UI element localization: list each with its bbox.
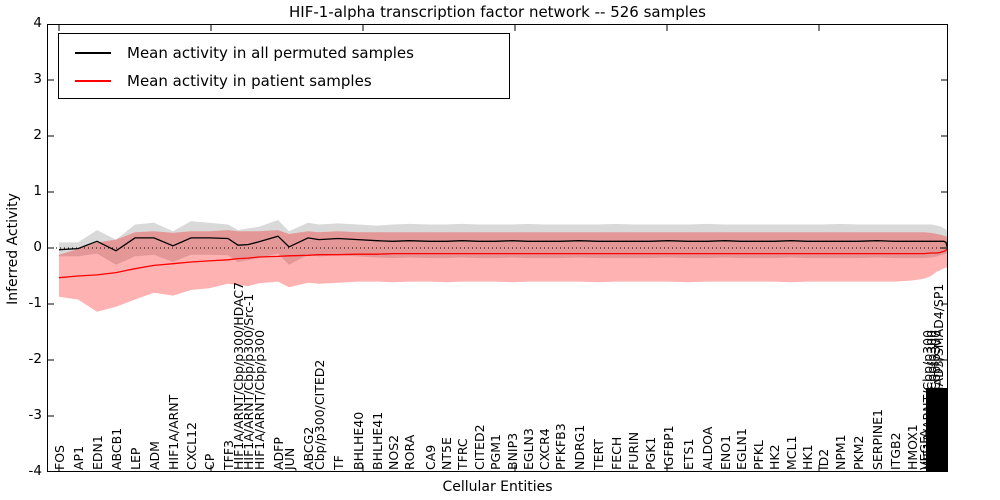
- x-category-label: FOS: [52, 445, 67, 470]
- mean-line: [58, 248, 947, 279]
- x-category-label: Cbp/p300/CITED2: [312, 359, 327, 470]
- x-category-label: TFRC: [455, 438, 470, 470]
- y-tick-label: 2: [33, 127, 42, 143]
- x-category-label: ID2: [816, 448, 831, 470]
- legend-label-permuted: Mean activity in all permuted samples: [127, 44, 414, 62]
- x-category-label: ETS1: [681, 438, 696, 470]
- x-category-label: PGM1: [488, 434, 503, 470]
- x-category-label: CA9: [423, 444, 438, 470]
- mean-line: [58, 235, 947, 252]
- x-category-label: CP: [202, 453, 217, 470]
- x-category-label: ITGB2: [888, 432, 903, 470]
- x-category-label: EDN1: [90, 435, 105, 470]
- x-category-label: AP1: [71, 445, 86, 470]
- x-category-label: TERT: [591, 439, 606, 470]
- x-category-label: NDRG1: [572, 424, 587, 470]
- y-tick-label: 3: [33, 71, 42, 87]
- x-category-label: IGFBP1: [661, 425, 676, 470]
- y-tick-label: -1: [28, 295, 42, 311]
- chart-canvas: [48, 25, 947, 471]
- y-tick-label: 4: [33, 15, 42, 31]
- x-category-label: CITED2: [472, 424, 487, 470]
- x-category-label: PFKFB3: [553, 423, 568, 470]
- y-tick-label: -3: [28, 407, 42, 423]
- black-line-sample-icon: [75, 52, 111, 54]
- x-category-label: BNIP3: [505, 432, 520, 470]
- legend-label-patient: Mean activity in patient samples: [127, 72, 372, 90]
- red-line-sample-icon: [75, 80, 111, 82]
- x-category-label: ABCB1: [109, 427, 124, 470]
- x-category-label: ADM: [147, 441, 162, 470]
- x-category-label: JUN: [282, 447, 297, 470]
- x-category-label: LEP: [128, 447, 143, 470]
- x-category-label: EGLN3: [521, 428, 536, 470]
- x-category-label: HK1: [800, 444, 815, 470]
- y-tick-label: 1: [33, 183, 42, 199]
- x-category-label: NPM1: [833, 434, 848, 470]
- x-category-label: ENO1: [718, 434, 733, 470]
- x-category-label: HK2: [767, 444, 782, 470]
- x-category-label: TF: [331, 455, 346, 470]
- x-category-label: PKM2: [851, 435, 866, 470]
- x-category-label: PGK1: [643, 436, 658, 470]
- legend: Mean activity in all permuted samples Me…: [58, 33, 510, 99]
- x-category-label: SERPINE1: [870, 409, 885, 470]
- x-category-label: EGLN1: [734, 428, 749, 470]
- x-category-label: MCL1: [784, 435, 799, 470]
- plot-area: FOS AP1 EDN1 ABCB1 LEP ADM HIF1A/ARNT CXCL12 CP T…: [47, 24, 948, 472]
- x-category-label: BHLHE40: [351, 411, 366, 470]
- y-tick-label: -4: [28, 463, 42, 479]
- x-category-label: CXCR4: [537, 428, 552, 470]
- x-category-label: HIF1A/ARNT/Cbp/p300: [252, 329, 267, 470]
- y-tick-label: -2: [28, 351, 42, 367]
- confidence-band: [59, 230, 947, 312]
- x-category-label: CXCL12: [184, 422, 199, 470]
- x-category-label: FURIN: [626, 431, 641, 470]
- x-category-label: RORA: [402, 434, 417, 470]
- x-axis-label: Cellular Entities: [442, 479, 553, 495]
- overlapping-labels-blob: [926, 388, 947, 472]
- x-category-label: NOS2: [386, 434, 401, 470]
- x-category-label: FECH: [609, 436, 624, 470]
- x-category-label: NT5E: [439, 437, 454, 470]
- x-category-label: HIF1A/ARNT: [166, 394, 181, 470]
- x-category-label: ALDOA: [700, 426, 715, 470]
- x-category-label: PFKL: [751, 440, 766, 470]
- chart-title: HIF-1-alpha transcription factor network…: [289, 3, 706, 21]
- x-category-label: BHLHE41: [370, 411, 385, 470]
- y-tick-label: 0: [33, 239, 42, 255]
- legend-entry-patient: Mean activity in patient samples: [59, 67, 509, 95]
- legend-entry-permuted: Mean activity in all permuted samples: [59, 39, 509, 67]
